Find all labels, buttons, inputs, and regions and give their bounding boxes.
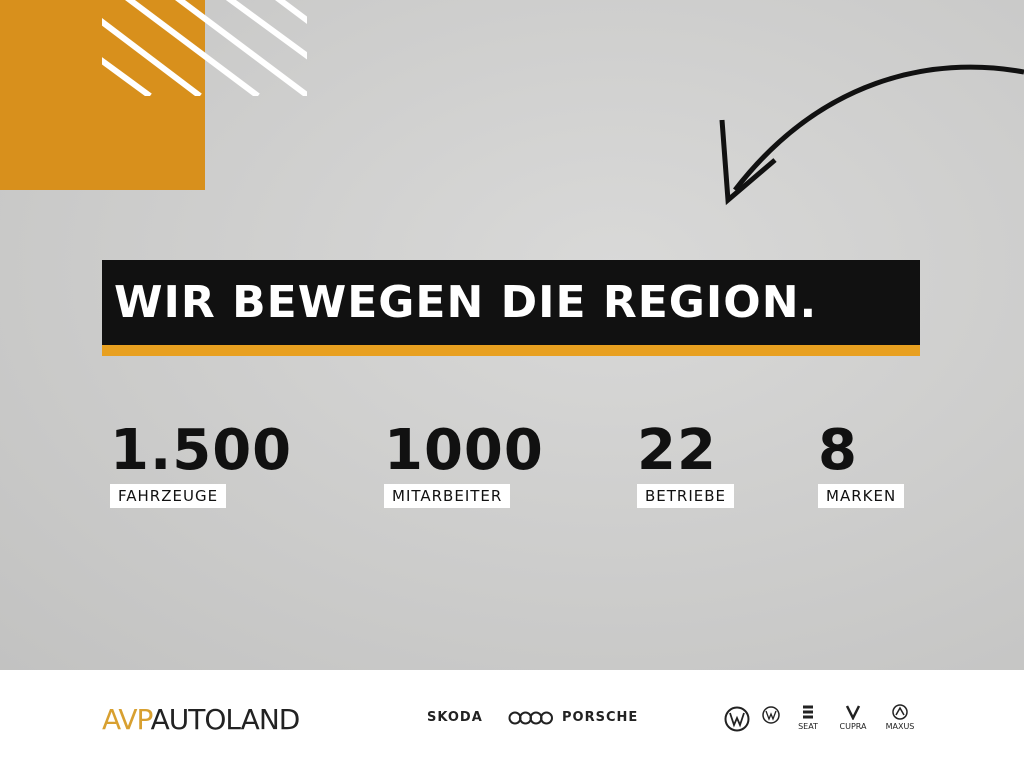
- stat-vehicles: 1.500 FAHRZEUGE: [110, 420, 292, 508]
- cupra-logo: CUPRA: [833, 704, 873, 732]
- stat-employees: 1000 MITARBEITER: [384, 420, 544, 508]
- curved-arrow-icon: [719, 64, 1024, 206]
- audi-logo: [508, 711, 553, 725]
- vw-logo: [724, 706, 750, 732]
- headline-underline: [102, 345, 920, 356]
- vw-commercial-logo: [762, 706, 780, 724]
- stat-brands: 8 MARKEN: [818, 420, 905, 508]
- headline: WIR BEWEGEN DIE REGION.: [102, 260, 920, 346]
- porsche-logo: PORSCHE: [562, 710, 639, 725]
- maxus-logo: MAXUS: [880, 704, 920, 732]
- seat-logo: SEAT: [788, 704, 828, 732]
- stat-locations: 22 BETRIEBE: [637, 420, 735, 508]
- skoda-logo: SKODA: [427, 710, 483, 725]
- avp-autoland-logo: AVPAUTOLAND: [102, 703, 300, 736]
- diagonal-stripes: [102, 0, 307, 96]
